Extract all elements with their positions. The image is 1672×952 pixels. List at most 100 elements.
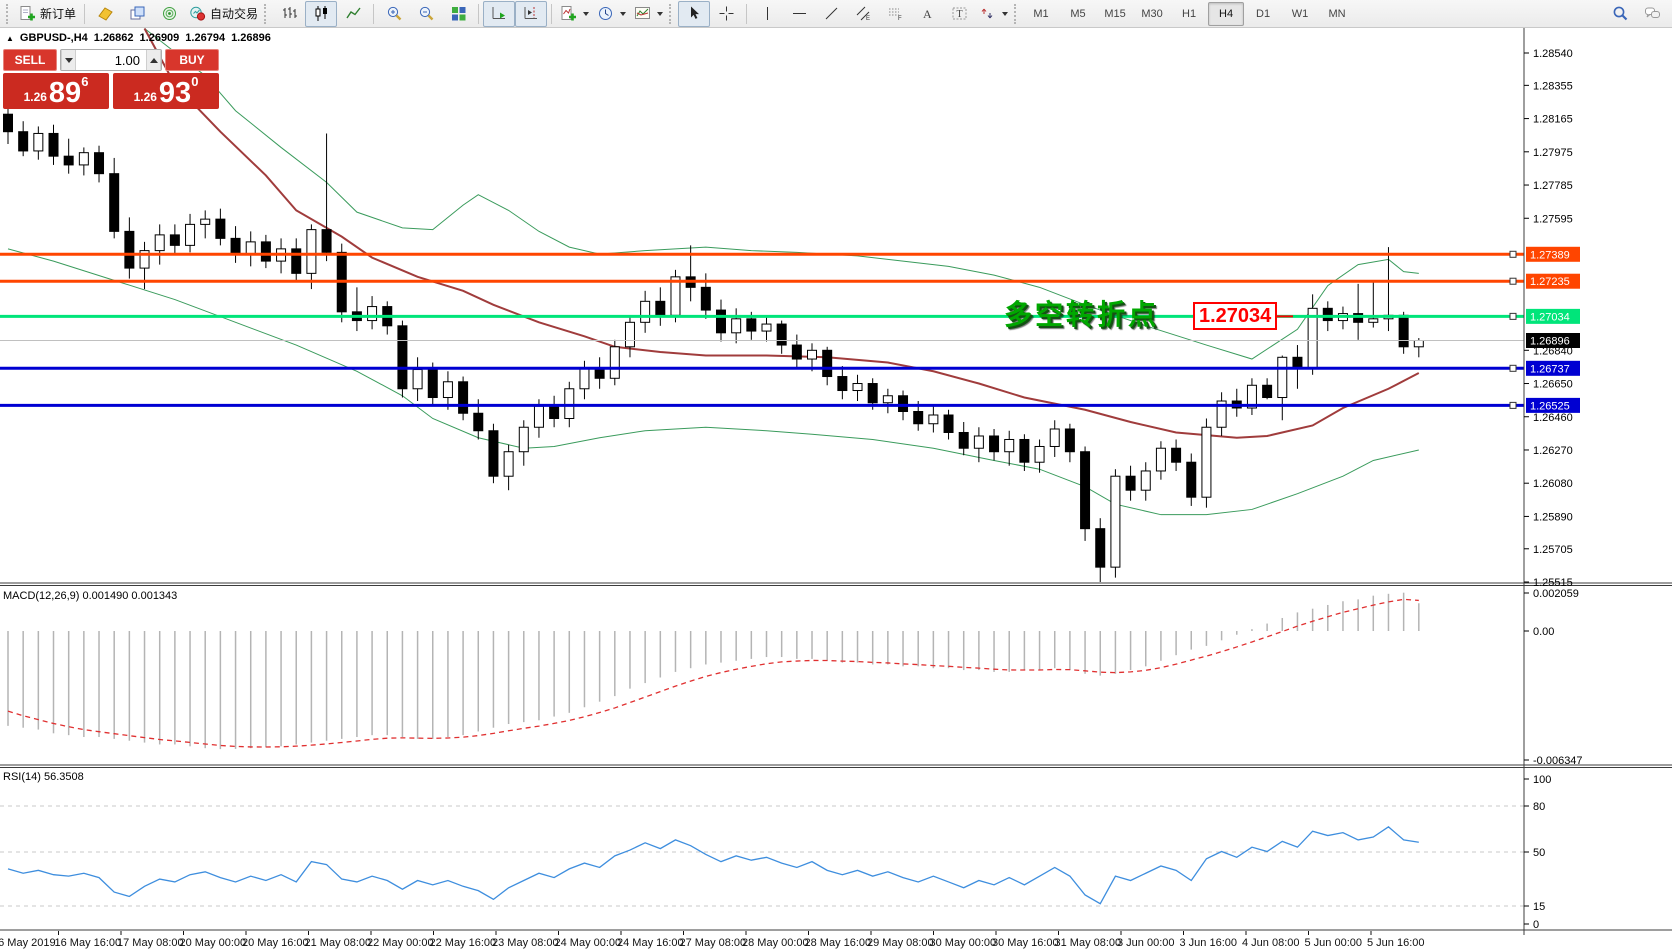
line-drag-handle[interactable] [1509,364,1517,372]
buy-button[interactable]: BUY [165,49,219,71]
sell-button[interactable]: SELL [3,49,57,71]
candle [989,428,1000,461]
auto-trading-button[interactable]: 自动交易 [185,1,262,27]
candle-body [655,300,666,316]
toolbar-separator [746,3,748,24]
candle [807,343,818,372]
candle-body [427,369,438,399]
candle-body [1398,314,1409,348]
candle-body [1292,356,1303,369]
candle-body [1216,400,1227,428]
collapse-marker-icon[interactable]: ▲ [6,33,14,43]
tile-windows-button[interactable] [442,1,474,27]
zoom-out-button[interactable] [410,1,442,27]
candle-body [928,414,939,425]
candle [852,374,863,402]
equidistant-channel-button[interactable]: E [847,1,879,27]
new-order-button[interactable]: 新订单 [15,1,80,27]
sell-price-display[interactable]: 1.26 89 6 [3,73,109,109]
candle [640,290,651,333]
volume-decrease-button[interactable] [61,50,76,70]
macd-pane [7,592,1420,750]
time-axis-label: 22 May 00:00 [367,937,434,949]
timeframe-h1-button[interactable]: H1 [1182,7,1197,20]
sell-price-main: 89 [48,77,82,109]
time-axis-label: 3 Jun 00:00 [1117,937,1175,949]
candle-body [1004,438,1015,453]
chart-shift-icon [524,7,537,19]
time-axis-label: 27 May 08:00 [680,937,747,949]
annotation-text[interactable]: 多空转折点 [1004,299,1160,330]
candle [169,224,180,255]
line-chart-button[interactable] [337,1,369,27]
toolbar-drag-handle[interactable] [1014,3,1019,24]
horizontal-price-line[interactable] [0,401,1524,409]
search-button[interactable] [1604,1,1636,27]
candle [442,371,453,410]
market-watch-button[interactable] [89,1,121,27]
line-drag-handle[interactable] [1509,312,1517,320]
toolbar-drag-handle[interactable] [264,3,269,24]
macd-indicator-label: MACD(12,26,9) 0.001490 0.001343 [3,590,178,602]
horizontal-price-line[interactable] [0,277,1524,285]
horizontal-line-button[interactable] [783,1,815,27]
zoom-in-button[interactable] [378,1,410,27]
price-axis-label: 1.26080 [1533,478,1573,490]
horizontal-price-line[interactable] [0,250,1524,258]
crosshair-button[interactable] [710,1,742,27]
volume-increase-button[interactable] [146,50,161,70]
toolbar-drag-handle[interactable] [6,3,11,24]
horizontal-price-line[interactable] [0,364,1524,372]
zoom-in-icon [387,6,401,21]
volume-input[interactable] [76,50,146,70]
line-drag-handle[interactable] [1509,277,1517,285]
bollinger-upper-line [144,28,1419,360]
periods-button[interactable] [593,1,630,27]
navigator-button[interactable] [121,1,153,27]
timeframe-m5-button[interactable]: M5 [1070,7,1086,20]
vertical-line-button[interactable] [751,1,783,27]
line-drag-handle[interactable] [1509,250,1517,258]
timeframe-mn-button[interactable]: MN [1328,7,1346,20]
candle [549,395,560,428]
timeframe-m30-button[interactable]: M30 [1141,7,1163,20]
candle [609,339,620,386]
buy-price-display[interactable]: 1.26 93 0 [113,73,219,109]
annotation-price-box[interactable]: 1.27034 [1193,302,1278,330]
candle [1125,465,1136,501]
tile-windows-icon [451,7,466,21]
cursor-button[interactable] [678,0,711,27]
macd-axis-label: 0.00 [1533,626,1554,638]
auto-scroll-button[interactable] [483,0,516,27]
candle-body [169,234,180,246]
trendline-button[interactable] [815,1,847,27]
rsi-axis-label: 0 [1533,919,1539,931]
vertical-line-icon [766,7,768,20]
timeframe-d1-button[interactable]: D1 [1256,7,1271,20]
timeframe-w1-button[interactable]: W1 [1291,7,1309,20]
timeframe-group: M1 M5 M15 M30 H1 H4 D1 W1 MN [1023,1,1355,26]
templates-button[interactable] [630,1,667,27]
candle-body [761,323,772,332]
indicators-button[interactable] [556,1,593,27]
text-button[interactable]: A [911,1,943,27]
arrows-icon [981,8,993,19]
overlays-layer [7,28,1420,516]
candle-body [230,237,241,255]
time-axis-label: 28 May 16:00 [805,937,872,949]
line-drag-handle[interactable] [1509,401,1517,409]
bar-chart-button[interactable] [273,1,305,27]
text-label-button[interactable]: T [943,1,975,27]
fibonacci-button[interactable]: F [879,1,911,27]
chart-shift-button[interactable] [515,0,548,27]
candlestick-chart-button[interactable] [305,0,338,27]
timeframe-m15-button[interactable]: M15 [1104,7,1126,20]
candle [3,107,13,144]
horizontal-price-line[interactable] [0,312,1524,320]
toolbar-drag-handle[interactable] [669,3,674,24]
timeframe-m1-button[interactable]: M1 [1033,7,1049,20]
chat-button[interactable] [1636,1,1668,27]
timeframe-h4-button[interactable]: H4 [1208,1,1245,26]
arrows-button[interactable] [975,1,1012,27]
terminal-button[interactable] [153,1,185,27]
